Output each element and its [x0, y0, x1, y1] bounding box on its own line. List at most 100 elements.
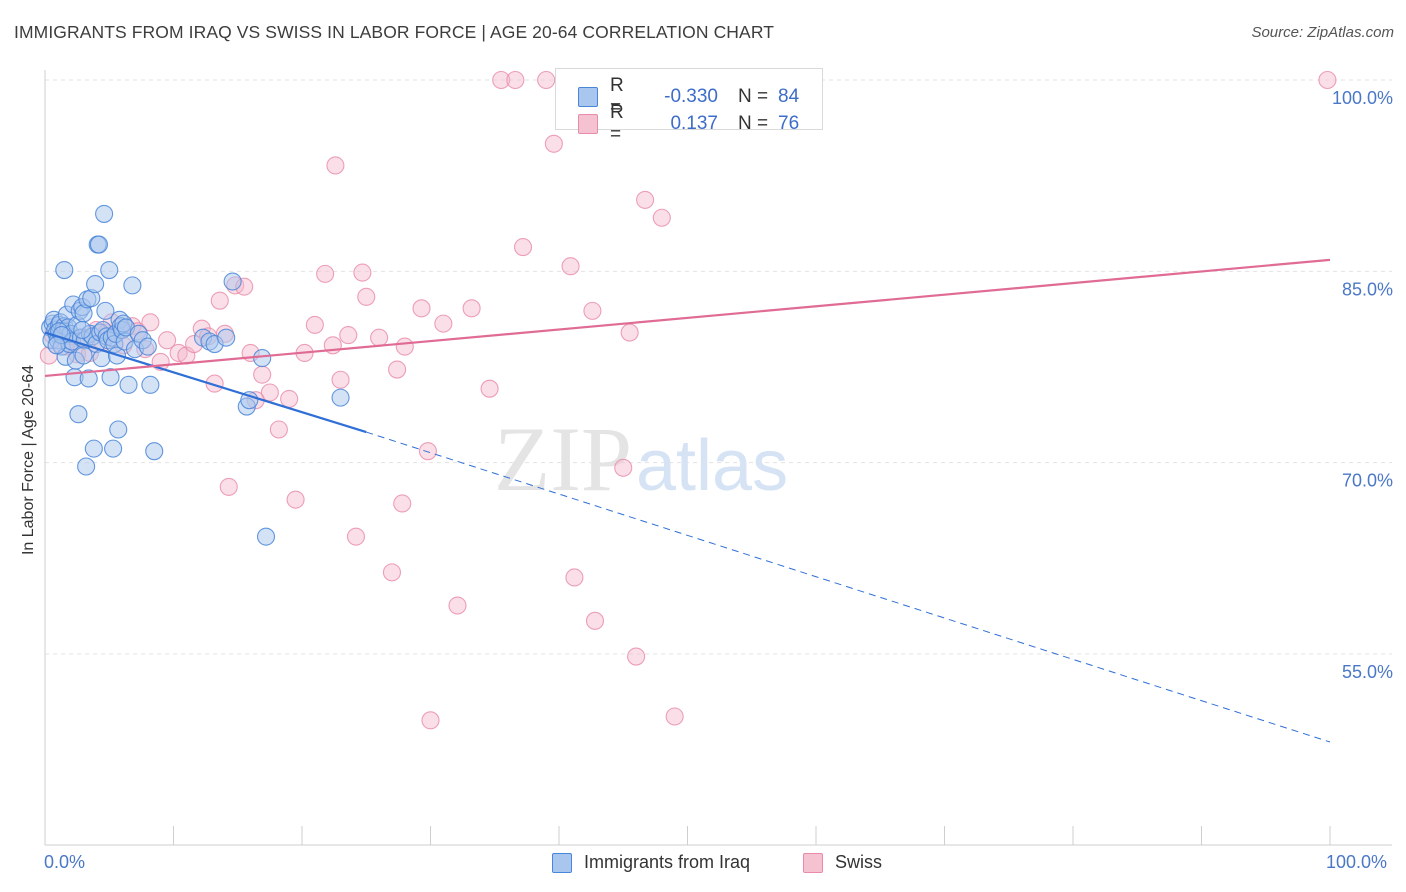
swiss-point	[346, 527, 366, 546]
x-tick-max: 100.0%	[1326, 852, 1388, 872]
legend-label-swiss: Swiss	[835, 852, 883, 872]
iraq-point	[84, 439, 103, 458]
swiss-point	[316, 264, 335, 283]
swiss-point	[395, 337, 414, 356]
iraq-point	[253, 349, 272, 368]
iraq-swatch	[578, 87, 598, 107]
swiss-point	[210, 291, 229, 310]
swiss-point	[353, 263, 372, 282]
legend-item-swiss[interactable]: Swiss	[803, 852, 882, 873]
iraq-point	[101, 368, 120, 387]
swiss-point	[620, 323, 639, 342]
trend-lines	[44, 258, 1331, 743]
watermark-zip: ZIP	[494, 408, 632, 510]
swiss-point	[652, 208, 671, 227]
iraq-point	[47, 336, 66, 355]
iraq-point	[109, 420, 128, 439]
iraq-point	[331, 388, 350, 407]
iraq-point	[55, 261, 74, 280]
y-tick-label: 100.0%	[1332, 88, 1393, 108]
series-legend: Immigrants from Iraq Swiss	[0, 850, 1406, 880]
y-tick-labels: 55.0% 70.0% 85.0% 100.0%	[1332, 88, 1393, 682]
swiss-point	[421, 711, 440, 730]
legend-item-iraq[interactable]: Immigrants from Iraq	[552, 852, 750, 873]
x-tick-min: 0.0%	[44, 852, 86, 872]
gridlines	[45, 79, 1392, 655]
swiss-point	[280, 389, 299, 408]
iraq-point	[141, 375, 160, 394]
swiss-point	[219, 477, 238, 496]
y-tick-label: 55.0%	[1342, 662, 1393, 682]
iraq-point	[223, 272, 242, 291]
swiss-point	[388, 360, 407, 379]
watermark: ZIP atlas	[494, 408, 788, 510]
swiss-trend-line	[44, 258, 1331, 378]
swiss-point	[331, 370, 350, 389]
swiss-point	[665, 707, 684, 726]
swiss-point	[565, 568, 584, 587]
swiss-legend-swatch	[803, 852, 823, 873]
iraq-point	[74, 346, 93, 365]
iraq-point	[69, 405, 88, 424]
y-tick-label: 70.0%	[1342, 471, 1393, 491]
iraq-point	[138, 337, 157, 356]
swiss-point	[1318, 70, 1337, 90]
swiss-points	[39, 70, 1337, 730]
correlation-legend: R = -0.330 N = 84 R = 0.137 N = 76	[555, 68, 823, 145]
iraq-legend-swatch	[552, 852, 572, 873]
n-label: N =	[738, 113, 769, 134]
legend-row-iraq: R = -0.330 N = 84	[578, 75, 799, 119]
swiss-point	[370, 328, 389, 347]
source-label: Source: ZipAtlas.com	[1251, 24, 1394, 41]
iraq-point	[77, 457, 96, 476]
iraq-point	[256, 527, 276, 546]
iraq-point	[240, 391, 259, 410]
swiss-point	[537, 70, 556, 90]
iraq-point	[104, 439, 123, 458]
swiss-point	[462, 299, 481, 318]
n-value: 76	[778, 113, 800, 134]
swiss-point	[448, 596, 467, 615]
iraq-point	[123, 276, 142, 295]
r-label: R =	[610, 75, 624, 118]
swiss-point	[418, 442, 437, 461]
swiss-point	[357, 287, 376, 306]
iraq-point	[119, 375, 138, 394]
iraq-point	[95, 204, 114, 223]
r-value: -0.330	[664, 86, 718, 107]
swiss-point	[513, 238, 533, 257]
swiss-point	[434, 314, 453, 333]
swiss-point	[636, 190, 655, 209]
iraq-point	[86, 275, 105, 294]
legend-label-iraq: Immigrants from Iraq	[584, 852, 751, 872]
r-label: R =	[610, 102, 624, 145]
swiss-point	[614, 458, 633, 477]
swiss-point	[492, 70, 511, 90]
swiss-point	[286, 490, 305, 509]
swiss-point	[339, 326, 358, 345]
swiss-point	[253, 365, 272, 384]
axes	[44, 70, 1392, 846]
iraq-trend-extension	[366, 431, 1331, 743]
swiss-point	[544, 134, 563, 153]
swiss-point	[412, 299, 431, 318]
iraq-point	[217, 328, 236, 347]
swiss-point	[141, 313, 160, 332]
n-label: N =	[738, 86, 769, 107]
legend-row-swiss: R = 0.137 N = 76	[578, 102, 799, 146]
swiss-point	[480, 379, 499, 398]
iraq-point	[73, 320, 92, 340]
iraq-point	[96, 301, 115, 320]
iraq-points	[41, 204, 350, 546]
iraq-point	[89, 235, 109, 254]
swiss-point	[269, 420, 288, 439]
swiss-point	[585, 611, 605, 630]
iraq-trend-line	[44, 331, 367, 434]
swiss-point	[260, 383, 279, 402]
swiss-point	[583, 301, 602, 320]
iraq-point	[145, 442, 164, 461]
n-value: 84	[778, 86, 800, 107]
swiss-swatch	[578, 114, 598, 134]
swiss-point	[326, 156, 345, 175]
